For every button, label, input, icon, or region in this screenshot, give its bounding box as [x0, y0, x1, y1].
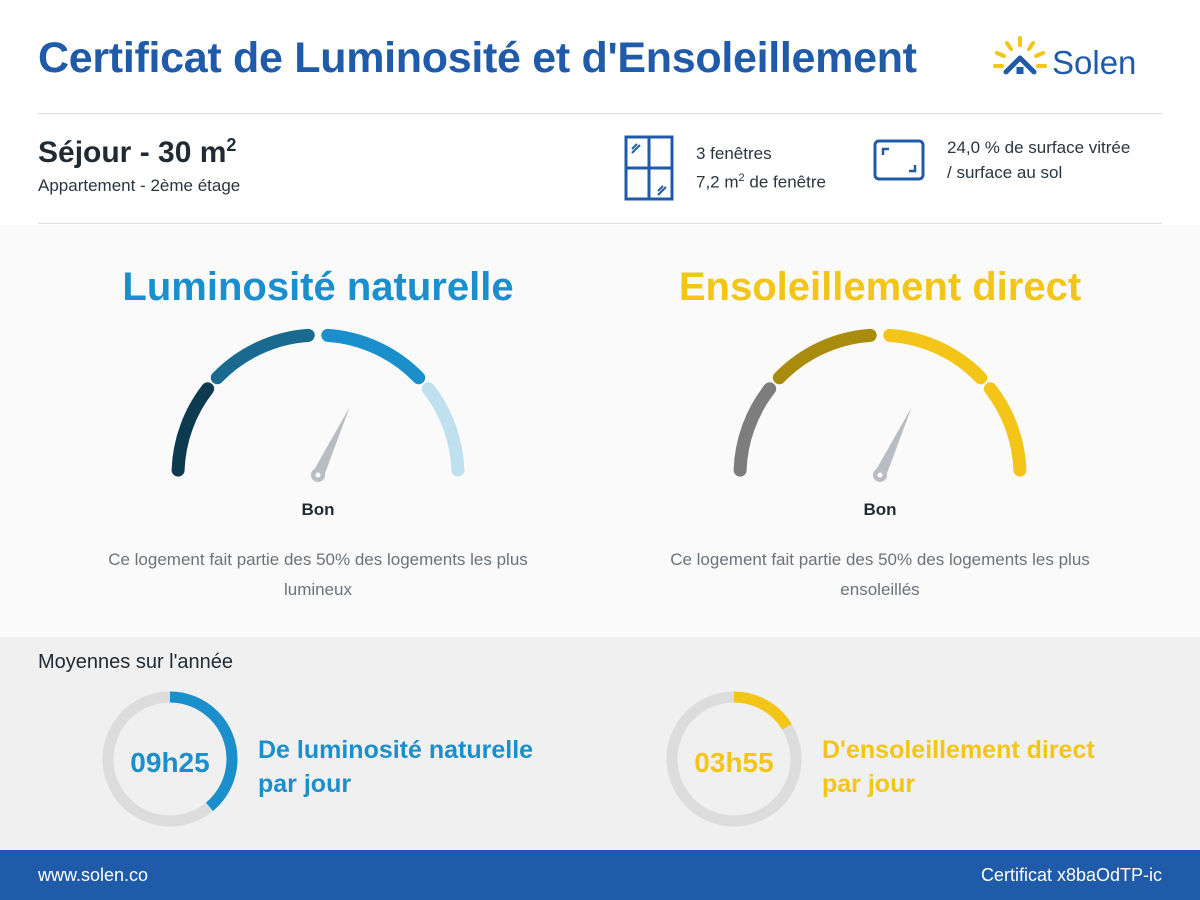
gauge-needle [312, 407, 350, 478]
header: Certificat de Luminosité et d'Ensoleille… [38, 30, 1162, 90]
gauge-needle-center [877, 472, 883, 478]
floor-area-icon [873, 139, 925, 181]
windows-area: 7,2 m2 de fenêtre [696, 172, 826, 192]
website-link[interactable]: www.solen.co [38, 865, 149, 885]
sunshine-ring [666, 691, 802, 827]
sunshine-gauge [733, 328, 1027, 482]
gauge-segment-1 [733, 382, 777, 477]
solen-logo[interactable]: Solen [992, 34, 1162, 86]
sun-house-icon [993, 36, 1047, 75]
glazed-text: 24,0 % de surface vitrée / surface au so… [947, 135, 1130, 185]
gauge-level-luminosity: Bon [301, 500, 335, 519]
sunshine-average-label: D'ensoleillement direct par jour [822, 736, 1095, 798]
room-title: Séjour - 30 m2 [38, 135, 237, 169]
luminosity-average-value: 09h25 [130, 747, 210, 778]
header-divider [38, 113, 1162, 114]
gauge-segment-4 [421, 382, 465, 477]
room-info: Séjour - 30 m2 Appartement - 2ème étage [38, 135, 240, 196]
windows-stat: 3 fenêtres 7,2 m2 de fenêtre [624, 135, 826, 201]
ring-progress [666, 691, 802, 827]
window-icon [624, 135, 674, 201]
gauge-segment-3 [321, 328, 426, 385]
gauge-needle-center [315, 472, 321, 478]
gauge-needle [874, 407, 912, 478]
info-divider [38, 223, 1162, 224]
room-subtitle: Appartement - 2ème étage [38, 176, 241, 195]
gauge-description-luminosity: Ce logement fait partie des 50% des loge… [108, 550, 528, 599]
gauge-segment-2 [210, 328, 315, 385]
gauge-title-sunshine: Ensoleillement direct [678, 265, 1082, 309]
gauge-segment-1 [171, 382, 215, 477]
sunshine-average-value: 03h55 [694, 747, 774, 778]
gauge-title-luminosity: Luminosité naturelle [122, 265, 514, 309]
luminosity-average-label: De luminosité naturelle par jour [258, 736, 534, 798]
glazed-line-2: / surface au sol [947, 163, 1063, 182]
gauge-description-sunshine: Ce logement fait partie des 50% des loge… [670, 550, 1090, 599]
page-title: Certificat de Luminosité et d'Ensoleille… [38, 34, 917, 82]
averages-title: Moyennes sur l'année [38, 651, 234, 673]
glazed-line-1: 24,0 % de surface vitrée [947, 138, 1131, 157]
certificate-id: Certificat x8baOdTP-ic [980, 865, 1162, 885]
ring-progress [102, 691, 238, 827]
windows-count: 3 fenêtres [696, 144, 772, 164]
gauge-level-sunshine: Bon [863, 500, 897, 519]
luminosity-gauge [171, 328, 465, 482]
gauge-segment-4 [983, 382, 1027, 477]
gauges-section: Luminosité naturelle Bon Ce logement fai… [0, 225, 1200, 637]
gauge-segment-2 [772, 328, 877, 385]
footer: www.solen.co Certificat x8baOdTP-ic [0, 850, 1200, 900]
logo-text: Solen [1052, 44, 1137, 81]
glazed-surface-stat: 24,0 % de surface vitrée / surface au so… [873, 135, 1130, 185]
averages-section: Moyennes sur l'année 09h25 De luminosité… [0, 637, 1200, 850]
windows-text: 3 fenêtres 7,2 m2 de fenêtre [696, 141, 826, 195]
gauge-segment-3 [883, 328, 988, 385]
luminosity-ring [102, 691, 238, 827]
